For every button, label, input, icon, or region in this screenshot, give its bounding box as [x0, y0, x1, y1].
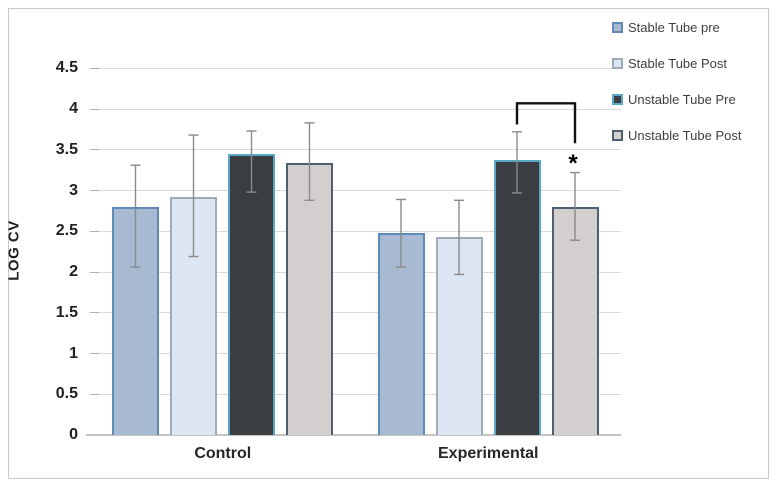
y-axis-tick	[90, 312, 99, 314]
category-label-control: Control	[194, 445, 252, 462]
significance-asterisk: *	[568, 150, 578, 178]
gridline	[90, 67, 621, 69]
legend-label: Unstable Tube Pre	[628, 91, 736, 107]
bar-control-stable-tube-pre	[112, 206, 159, 435]
y-tick-label: 1.5	[55, 303, 78, 321]
gridline	[90, 353, 621, 354]
bar-experimental-stable-tube-post	[435, 236, 483, 435]
y-tick-label: 2	[69, 263, 78, 280]
bar-experimental-stable-tube-pre	[377, 232, 425, 435]
y-tick-label: 3.5	[55, 140, 78, 158]
bar-control-unstable-tube-post	[286, 162, 333, 435]
legend-marker-icon	[612, 57, 623, 69]
legend-entry-unstable-tube-post: Unstable Tube Post	[612, 124, 741, 146]
gridline	[90, 312, 621, 314]
legend-entry-unstable-tube-pre: Unstable Tube Pre	[612, 88, 741, 110]
y-axis-tick	[90, 230, 99, 232]
legend-entry-stable-tube-pre: Stable Tube pre	[612, 16, 741, 38]
gridline	[90, 149, 621, 151]
legend-marker-icon	[612, 21, 623, 33]
y-axis-title: LOG CV	[5, 220, 23, 281]
y-axis-tick	[90, 190, 99, 191]
bar-experimental-unstable-tube-pre	[493, 160, 541, 435]
legend: Stable Tube pre Stable Tube Post Unstable …	[612, 16, 741, 160]
y-tick-label: 0	[69, 426, 78, 443]
y-axis-tick	[90, 353, 99, 354]
legend-label: Unstable Tube Post	[628, 127, 742, 143]
y-axis-tick	[90, 149, 99, 151]
legend-label: Stable Tube pre	[628, 19, 720, 35]
gridline	[90, 230, 621, 232]
bar-control-unstable-tube-pre	[228, 153, 275, 435]
legend-label: Stable Tube Post	[628, 55, 728, 71]
category-label-experimental: Experimental	[438, 445, 539, 462]
y-axis-tick	[90, 67, 99, 69]
legend-marker-icon	[612, 129, 623, 141]
gridline	[90, 271, 621, 273]
bar-experimental-unstable-tube-post	[551, 206, 599, 435]
y-tick-label: 2.5	[55, 222, 78, 240]
gridline	[90, 393, 621, 395]
y-tick-label: 3	[69, 181, 78, 199]
y-axis-tick	[90, 393, 99, 395]
legend-marker-icon	[612, 93, 623, 105]
y-tick-label: 4.5	[55, 59, 78, 77]
x-axis-line	[86, 434, 621, 436]
y-tick-label: 0.5	[55, 385, 78, 403]
gridline	[90, 108, 621, 110]
legend-entry-stable-tube-post: Stable Tube Post	[612, 52, 741, 74]
y-tick-label: 1	[69, 344, 78, 362]
y-tick-label: 4	[69, 100, 78, 117]
bar-control-stable-tube-post	[170, 197, 217, 435]
y-axis-tick	[90, 108, 99, 110]
y-axis-tick	[90, 271, 99, 273]
gridline	[90, 190, 621, 191]
